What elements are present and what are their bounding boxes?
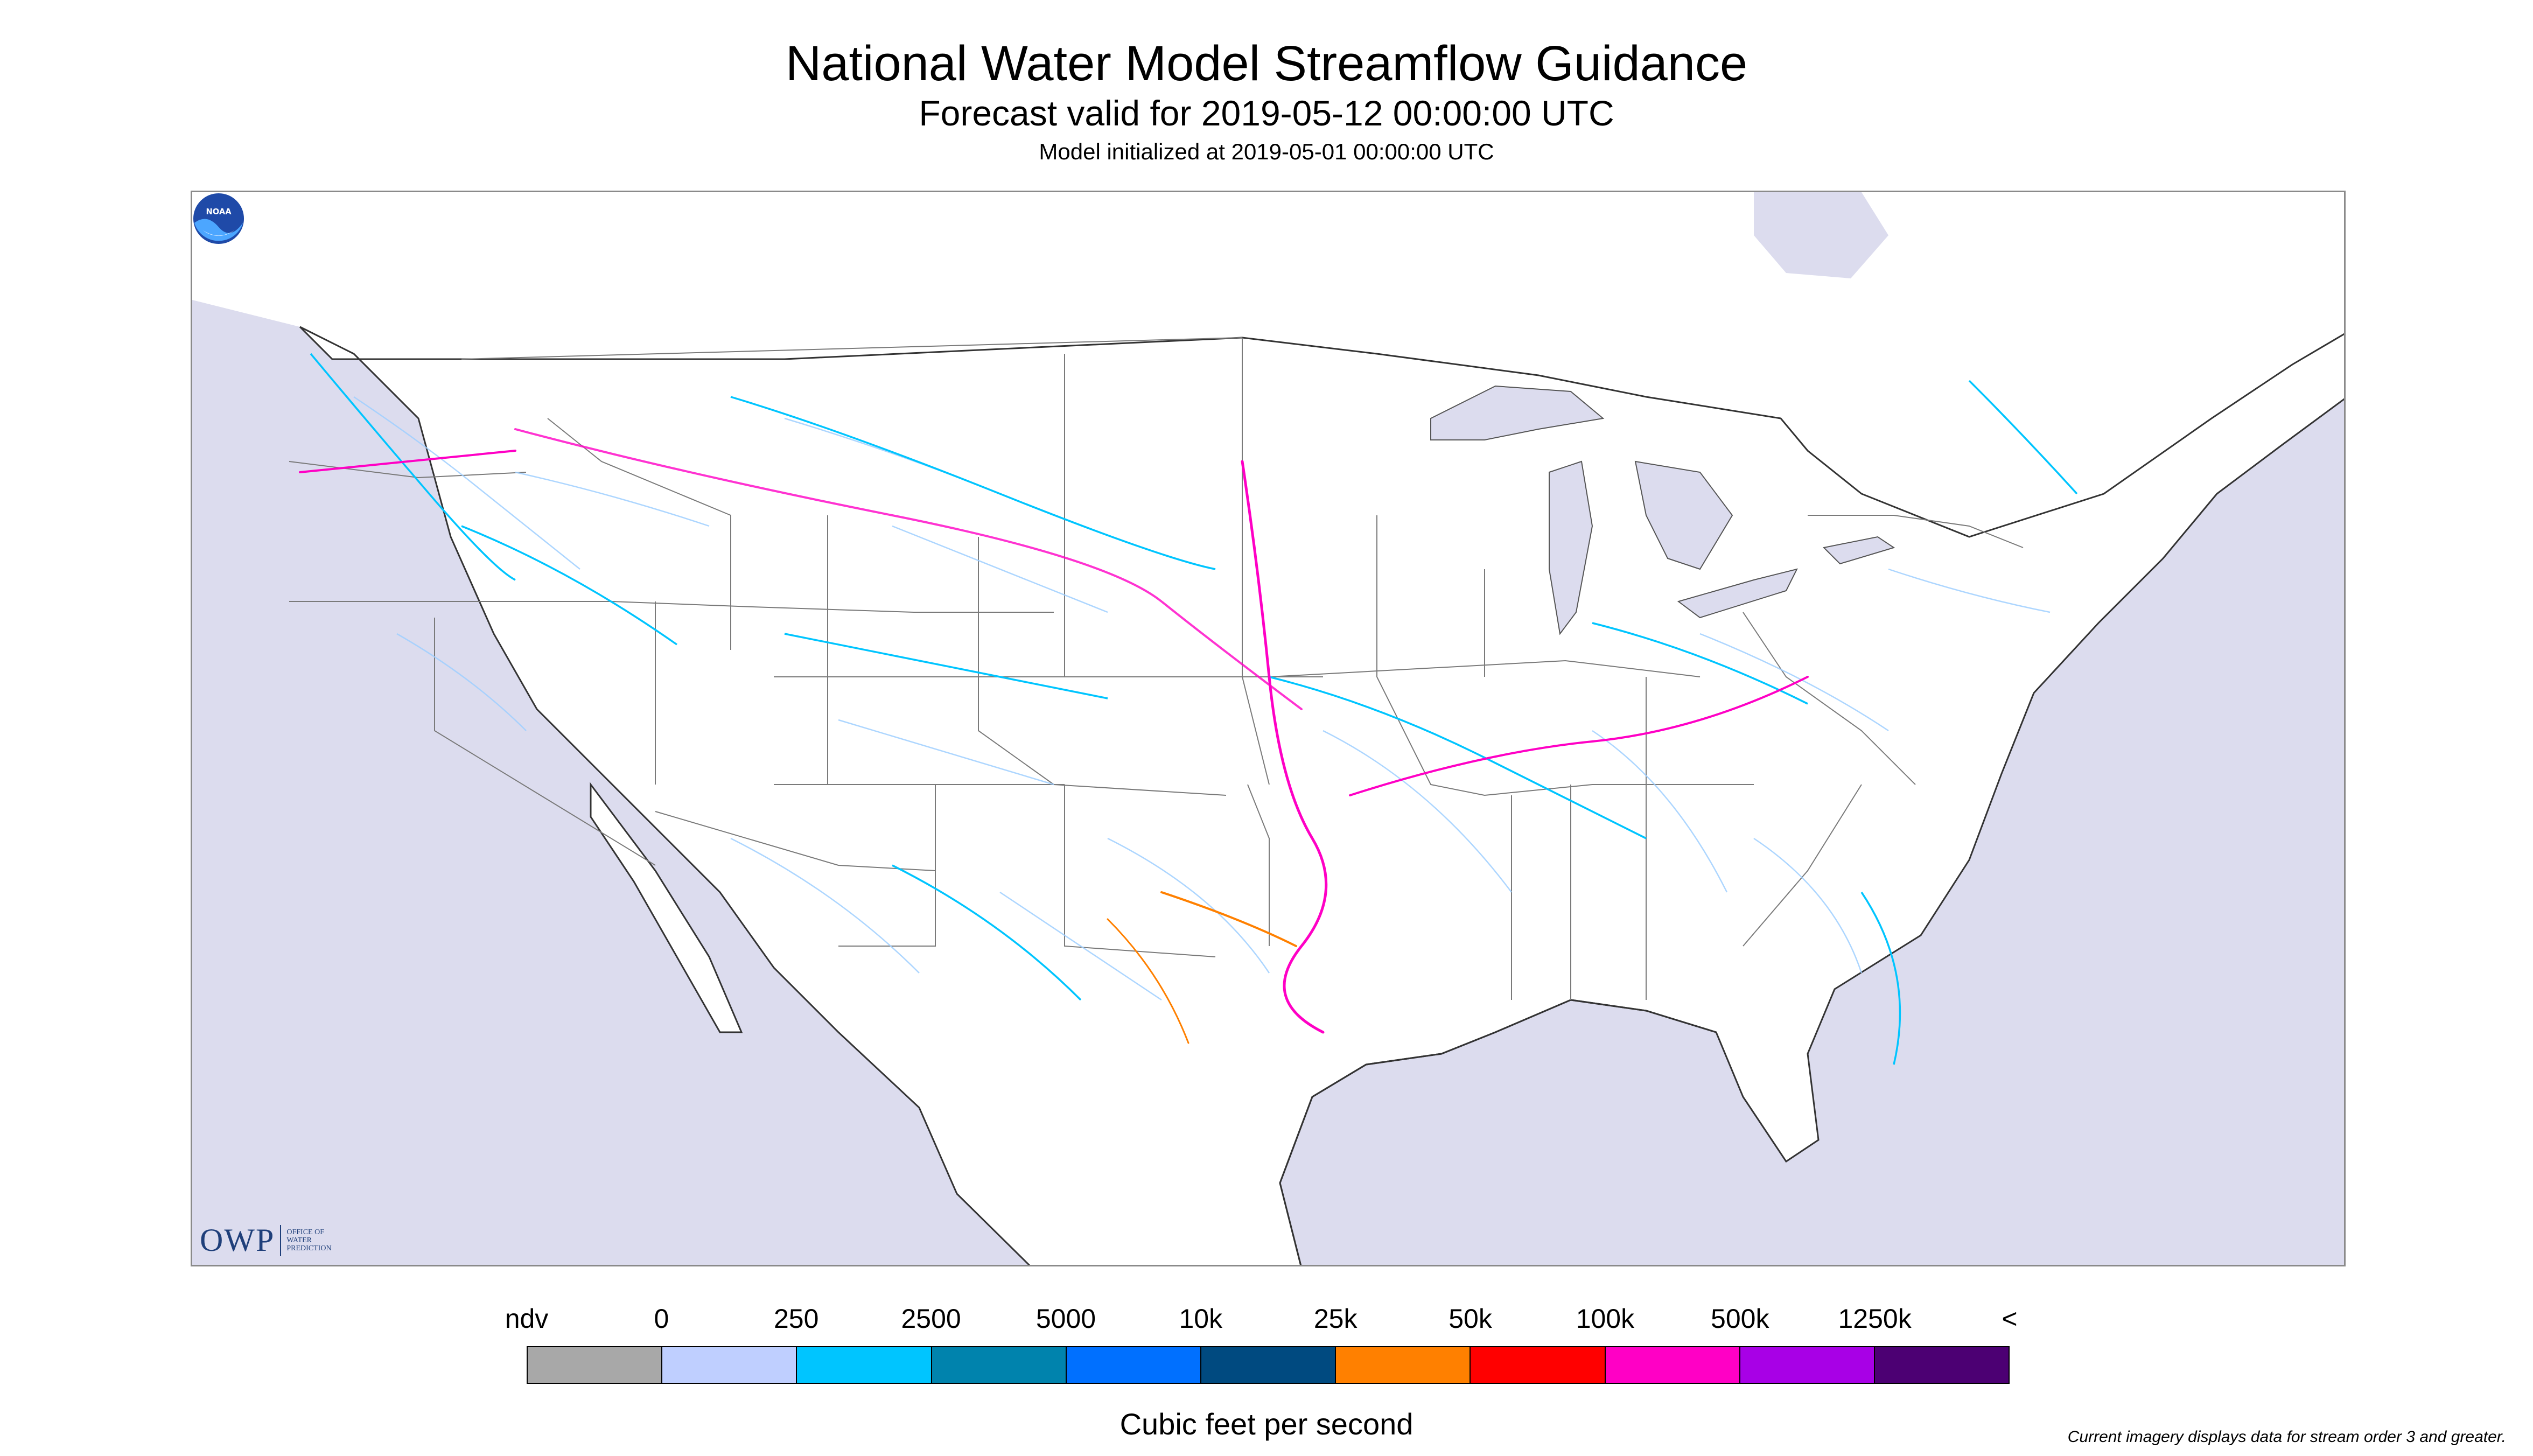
streamflow-map[interactable]: OWP OFFICE OF WATER PREDICTION NOAA — [191, 191, 2346, 1266]
owp-logo-divider — [280, 1224, 282, 1256]
legend-colorbar — [527, 1346, 2010, 1384]
noaa-logo-text: NOAA — [206, 207, 232, 216]
columbia-river — [299, 450, 516, 473]
legend-swatch-7 — [1471, 1347, 1606, 1383]
legend-label-1: 0 — [654, 1304, 669, 1334]
mississippi-river — [1241, 460, 1328, 1034]
legend-label-6: 25k — [1313, 1304, 1358, 1334]
missouri-river — [514, 428, 1303, 710]
legend-swatch-6 — [1336, 1347, 1471, 1383]
legend-swatch-2 — [797, 1347, 932, 1383]
noaa-logo: NOAA — [193, 193, 244, 244]
model-init-time: Model initialized at 2019-05-01 00:00:00… — [1039, 139, 1494, 164]
legend-swatch-0 — [528, 1347, 663, 1383]
ohio-river — [1349, 676, 1809, 796]
legend-swatch-4 — [1066, 1347, 1201, 1383]
legend-label-3: 2500 — [901, 1304, 961, 1334]
texas-river — [1107, 918, 1189, 1044]
owp-logo-mark: OWP — [200, 1222, 275, 1258]
baja-land — [590, 782, 743, 1033]
lake-huron — [1634, 460, 1733, 570]
major-rivers — [299, 428, 1809, 1044]
legend-label-2: 250 — [774, 1304, 819, 1334]
legend-label-7: 50k — [1449, 1304, 1492, 1334]
canada-land — [192, 192, 2344, 537]
map-canvas — [192, 192, 2344, 1265]
lake-superior — [1430, 385, 1605, 440]
legend-swatch-3 — [932, 1347, 1067, 1383]
lake-ontario — [1822, 536, 1895, 565]
legend-swatch-10 — [1874, 1347, 2009, 1383]
legend-label-8: 100k — [1576, 1304, 1635, 1334]
legend-label-5: 10k — [1179, 1304, 1223, 1334]
legend-label-4: 5000 — [1035, 1304, 1096, 1334]
conus-land — [299, 326, 2344, 1265]
lake-erie — [1677, 568, 1798, 619]
medium-rivers — [310, 353, 2078, 1065]
legend-swatch-8 — [1605, 1347, 1740, 1383]
legend-swatch-5 — [1201, 1347, 1337, 1383]
legend-label-11: < — [2002, 1304, 2018, 1334]
legend-labels: ndv 0 250 2500 5000 10k 25k 50k 100k 500k 1250k < — [0, 1303, 2533, 1335]
legend-label-0: ndv — [505, 1304, 549, 1334]
map-title: National Water Model Streamflow Guidance — [785, 36, 1748, 91]
legend-label-9: 500k — [1711, 1304, 1769, 1334]
red-river — [1160, 891, 1297, 947]
hudson-bay — [1754, 192, 1888, 278]
stream-order-note: Current imagery displays data for stream… — [2067, 1428, 2506, 1446]
state-borders — [289, 337, 2024, 1000]
gulf-coast — [1279, 999, 1717, 1265]
owp-logo-text: OFFICE OF WATER PREDICTION — [286, 1228, 332, 1252]
legend-label-10: 1250k — [1838, 1304, 1912, 1334]
forecast-valid-time: Forecast valid for 2019-05-12 00:00:00 U… — [919, 93, 1614, 133]
owp-logo: OWP OFFICE OF WATER PREDICTION — [200, 1222, 332, 1259]
legend-units: Cubic feet per second — [1119, 1407, 1414, 1441]
legend-swatch-9 — [1740, 1347, 1875, 1383]
minor-rivers — [353, 396, 2051, 1001]
legend-swatch-1 — [662, 1347, 797, 1383]
lake-michigan — [1549, 460, 1593, 635]
